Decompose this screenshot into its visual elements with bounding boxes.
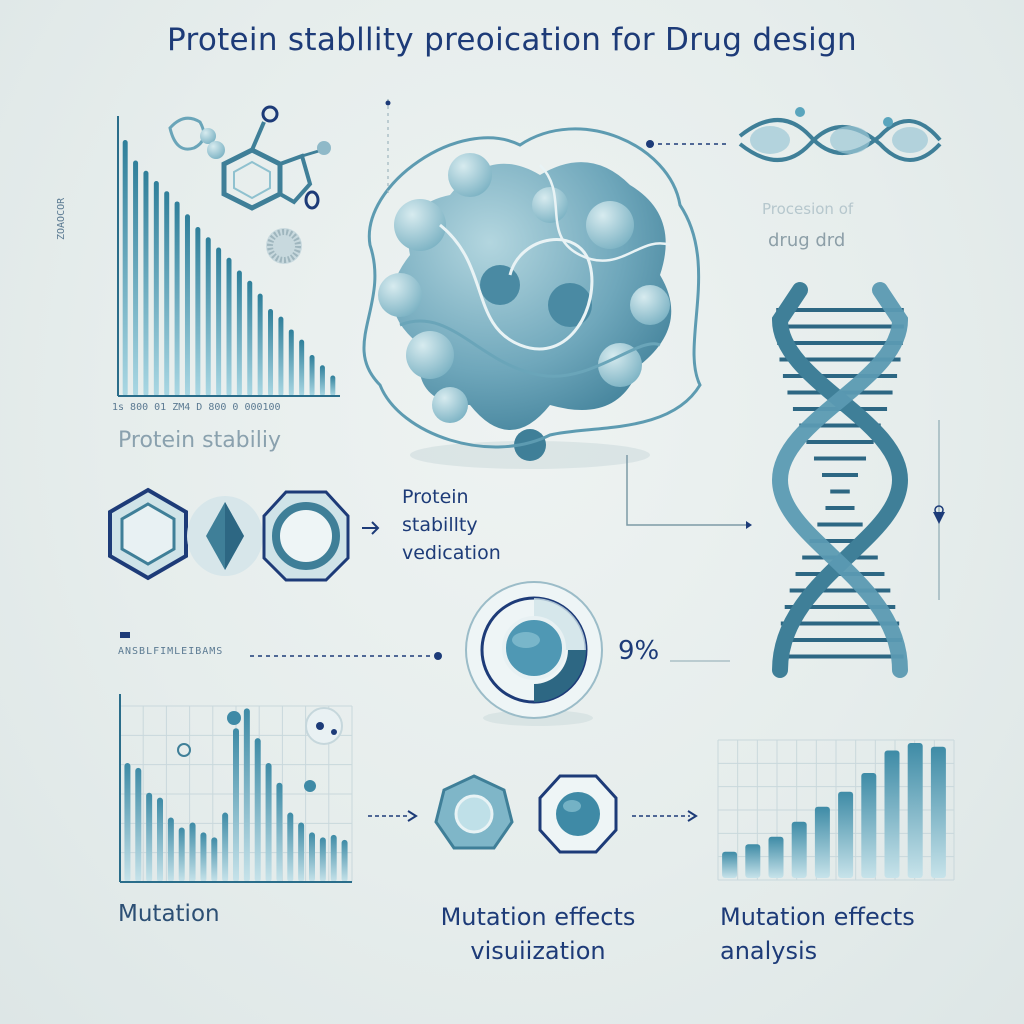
analysis-bar-3 (791, 821, 807, 878)
dna-helix-icon (771, 282, 909, 678)
analysis-bar-7 (884, 750, 900, 878)
stability-bar-6 (184, 214, 190, 396)
mutation-bar-7 (200, 832, 207, 882)
stability-bar-17 (299, 339, 305, 396)
stability-bar-4 (164, 191, 170, 396)
analysis-bar-chart (717, 739, 955, 881)
mutation-bar-1 (135, 767, 142, 882)
mutation-effects-analysis-label: Mutation effects analysis (720, 900, 915, 968)
protein-stability-label: Protein stabiliy (118, 428, 282, 453)
right-guide-line (933, 420, 945, 600)
analysis-bar-6 (861, 773, 877, 878)
mutation-bar-5 (178, 827, 185, 882)
percent-label: 9% (618, 636, 660, 666)
hexagon-icon (108, 487, 188, 581)
x-axis-ticks: 1s 800 01 ZM4 D 800 0 000100 (112, 402, 281, 413)
dashed-row-label: ANSBLFIMLEIBAMS (118, 646, 224, 657)
stability-bar-chart (117, 116, 340, 397)
dashed-connector (120, 632, 442, 660)
stability-bar-3 (153, 180, 159, 396)
mutation-bar-14 (276, 782, 283, 882)
stability-bar-8 (205, 237, 211, 396)
analysis-bar-9 (930, 746, 946, 878)
protein-blob-icon (362, 127, 702, 469)
stability-bar-13 (257, 293, 263, 396)
mutation-bar-4 (167, 817, 174, 882)
mev-line-1: Mutation effects (440, 903, 636, 931)
stability-bar-2 (143, 170, 149, 396)
stability-bar-7 (195, 227, 201, 396)
stability-bar-9 (216, 247, 222, 396)
mutation-bar-10 (233, 728, 239, 882)
analysis-bar-0 (722, 851, 738, 878)
diamond-icon (187, 496, 263, 576)
stability-bar-19 (319, 365, 325, 396)
mutation-bar-chart (119, 694, 353, 883)
mutation-bar-16 (298, 822, 305, 882)
y-axis-label: ZOAOCOR (56, 197, 67, 240)
drug-faint-label-2: drug drd (768, 230, 846, 251)
mutation-bar-13 (265, 762, 272, 882)
mutation-bar-19 (330, 834, 337, 882)
page-title: Protein stabllity preoication for Drug d… (167, 22, 857, 58)
heptagon-icon (434, 774, 514, 850)
drug-faint-label-1: Procesion of (762, 200, 854, 218)
mutation-bar-15 (287, 812, 294, 882)
stability-bar-10 (226, 257, 232, 396)
stability-bar-11 (236, 270, 242, 396)
stability-bar-0 (122, 140, 128, 396)
octagon-ball-icon (538, 774, 618, 854)
analysis-bar-8 (907, 743, 923, 878)
donut-gauge-icon (465, 581, 603, 726)
psv-label: Protein stabillty vedication (402, 483, 562, 567)
stability-bar-12 (247, 280, 253, 396)
octagon-icon (262, 490, 350, 582)
mutation-bar-2 (146, 792, 153, 882)
mutation-bar-20 (341, 839, 348, 882)
mutation-bar-17 (309, 832, 315, 882)
psv-line-3: vedication (402, 542, 501, 564)
stability-bar-15 (278, 316, 284, 396)
mutation-bar-6 (189, 822, 196, 882)
mutation-shapes-row (368, 774, 698, 854)
mev-line-2: visuiization (470, 937, 606, 965)
mutation-bar-11 (243, 708, 250, 882)
stability-bar-18 (309, 355, 315, 396)
mutation-bar-18 (319, 837, 326, 882)
mutation-bar-12 (254, 738, 261, 882)
analysis-bar-2 (768, 836, 784, 878)
stability-bar-1 (133, 160, 139, 396)
stability-bar-5 (174, 201, 180, 396)
mutation-effects-visualization-label: Mutation effects visuiization (398, 900, 678, 968)
molecule-chain-icon (646, 107, 942, 162)
arrow-icon (362, 521, 380, 535)
molecule-icon (168, 105, 331, 264)
mutation-bar-3 (157, 797, 163, 882)
stability-bar-16 (288, 329, 294, 396)
mutation-bar-8 (211, 837, 218, 882)
analysis-bar-1 (745, 844, 761, 878)
connector-lines (385, 99, 752, 662)
shapes-row (108, 487, 350, 582)
stability-bar-14 (268, 308, 274, 396)
mea-line-2: analysis (720, 937, 818, 965)
analysis-bar-4 (814, 806, 830, 878)
mutation-bar-9 (222, 812, 229, 882)
analysis-bar-5 (838, 791, 854, 878)
mutation-label: Mutation (118, 901, 220, 927)
psv-line-1: Protein (402, 486, 469, 508)
psv-line-2: stabillty (402, 514, 478, 536)
stability-bar-20 (330, 375, 336, 396)
mea-line-1: Mutation effects (720, 903, 915, 931)
mutation-bar-0 (124, 762, 131, 882)
